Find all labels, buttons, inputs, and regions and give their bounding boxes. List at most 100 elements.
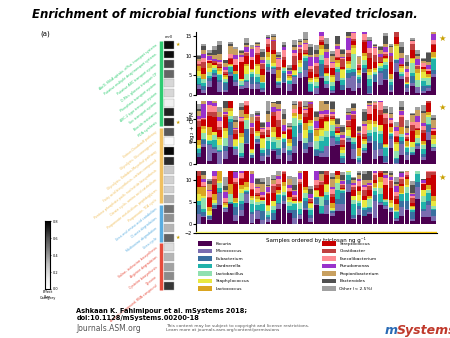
- Bar: [255, 140, 260, 142]
- Bar: [164, 224, 175, 232]
- Bar: [335, 175, 340, 179]
- Bar: [383, 62, 388, 65]
- Bar: [164, 195, 175, 203]
- Bar: [207, 141, 212, 144]
- Bar: [432, 148, 436, 151]
- Bar: [223, 206, 228, 207]
- Bar: [244, 156, 249, 159]
- Bar: [389, 177, 393, 180]
- Bar: [367, 196, 372, 198]
- Bar: [405, 209, 410, 210]
- Bar: [297, 173, 302, 179]
- Bar: [271, 50, 276, 54]
- Bar: [217, 151, 222, 152]
- Bar: [356, 169, 361, 173]
- Bar: [196, 61, 201, 64]
- Bar: [356, 70, 361, 73]
- Bar: [373, 74, 378, 75]
- Bar: [399, 177, 404, 179]
- Bar: [367, 141, 372, 143]
- Bar: [394, 142, 399, 144]
- Bar: [212, 232, 217, 233]
- Bar: [432, 175, 436, 196]
- Bar: [201, 90, 206, 93]
- Bar: [217, 112, 222, 117]
- Bar: [276, 57, 281, 58]
- Bar: [351, 138, 356, 142]
- Bar: [276, 184, 281, 187]
- Bar: [244, 152, 249, 156]
- Bar: [212, 59, 217, 61]
- Bar: [322, 286, 336, 291]
- Bar: [266, 130, 270, 135]
- Bar: [201, 179, 206, 182]
- Bar: [249, 212, 254, 214]
- Bar: [228, 64, 233, 65]
- Bar: [308, 44, 313, 47]
- Bar: [244, 232, 249, 233]
- Bar: [234, 182, 239, 184]
- Bar: [196, 111, 201, 116]
- Bar: [362, 186, 367, 187]
- Bar: [228, 202, 233, 203]
- Bar: [292, 199, 297, 201]
- Bar: [217, 92, 222, 95]
- Bar: [266, 135, 270, 137]
- Bar: [351, 183, 356, 186]
- Bar: [297, 202, 302, 203]
- Bar: [297, 203, 302, 209]
- Bar: [239, 201, 243, 204]
- Bar: [244, 182, 249, 187]
- Bar: [394, 199, 399, 204]
- Bar: [196, 161, 201, 166]
- Bar: [239, 122, 243, 132]
- Bar: [292, 138, 297, 146]
- Bar: [373, 195, 378, 201]
- Bar: [341, 193, 345, 204]
- Bar: [314, 111, 319, 112]
- Bar: [405, 88, 410, 92]
- Bar: [415, 79, 420, 87]
- Bar: [324, 195, 329, 200]
- Bar: [399, 137, 404, 141]
- Bar: [432, 59, 436, 70]
- Bar: [367, 130, 372, 133]
- Bar: [239, 81, 243, 85]
- Bar: [432, 26, 436, 31]
- Bar: [394, 9, 399, 17]
- Bar: [292, 146, 297, 152]
- Bar: [410, 83, 415, 86]
- Bar: [255, 187, 260, 188]
- Bar: [341, 147, 345, 150]
- Bar: [239, 50, 243, 51]
- Bar: [228, 111, 233, 116]
- Bar: [362, 210, 367, 216]
- Bar: [249, 149, 254, 150]
- Bar: [410, 131, 415, 142]
- Bar: [399, 42, 404, 47]
- Bar: [217, 41, 222, 45]
- Bar: [266, 35, 270, 37]
- Bar: [421, 93, 426, 95]
- Bar: [228, 67, 233, 72]
- Bar: [287, 192, 292, 197]
- Bar: [282, 71, 287, 73]
- Bar: [319, 196, 324, 197]
- Bar: [426, 62, 431, 66]
- Bar: [244, 53, 249, 56]
- Bar: [415, 50, 420, 54]
- Bar: [346, 136, 351, 143]
- Bar: [346, 53, 351, 57]
- Bar: [271, 131, 276, 137]
- Bar: [373, 98, 378, 102]
- Bar: [415, 56, 420, 59]
- Bar: [351, 137, 356, 138]
- Bar: [260, 92, 265, 95]
- Bar: [244, 94, 249, 101]
- Bar: [292, 47, 297, 50]
- Text: Glycolysis, Gluconeogenesis: Glycolysis, Gluconeogenesis: [120, 140, 158, 171]
- Bar: [426, 85, 431, 86]
- Bar: [239, 121, 243, 122]
- Bar: [303, 77, 308, 95]
- Bar: [421, 133, 426, 141]
